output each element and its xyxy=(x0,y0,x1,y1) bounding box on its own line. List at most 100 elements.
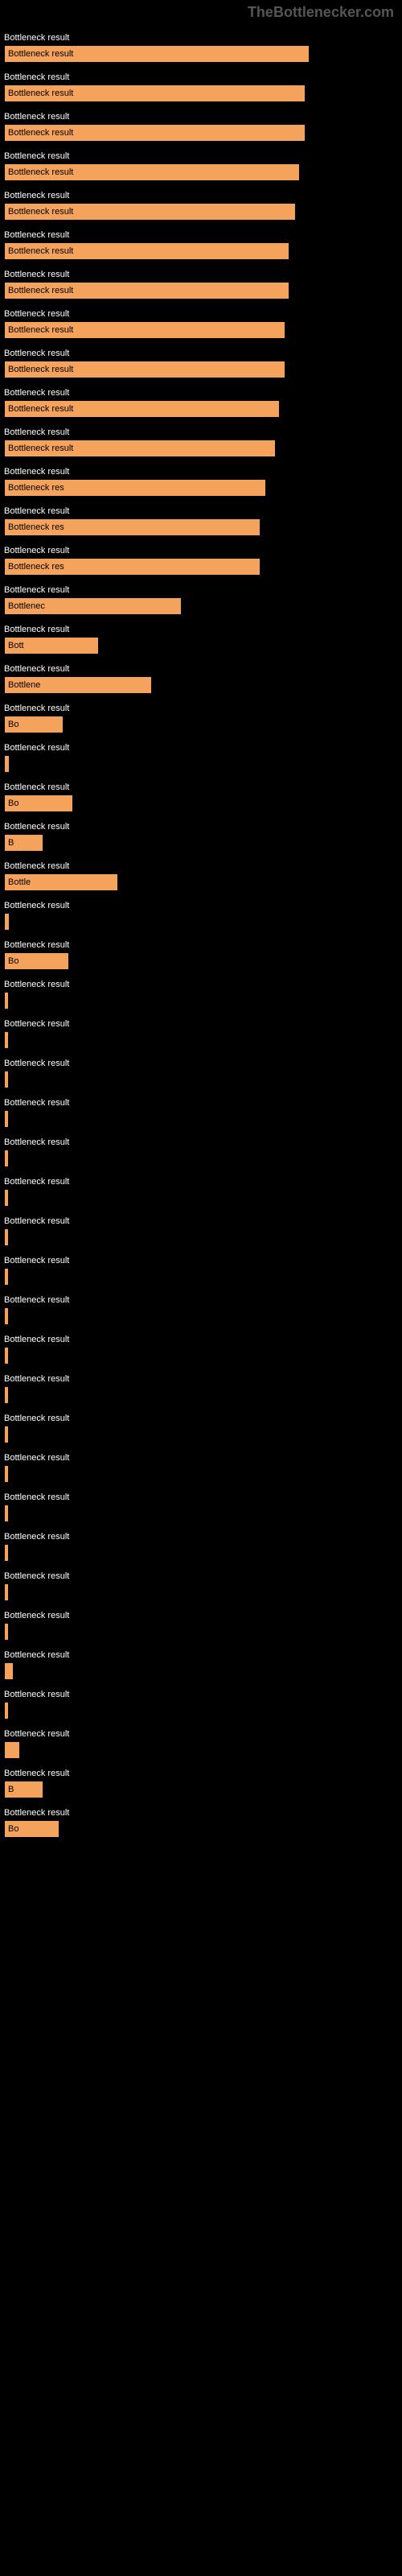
chart-bar: Bo xyxy=(4,1820,59,1838)
chart-row-label: Bottleneck result xyxy=(4,349,398,358)
bottleneck-chart: Bottleneck resultBottleneck resultBottle… xyxy=(0,25,402,1856)
chart-row: Bottleneck result xyxy=(4,1611,398,1641)
chart-bar xyxy=(4,992,9,1009)
chart-bar: Bottleneck res xyxy=(4,479,266,497)
chart-row: Bottleneck result xyxy=(4,980,398,1009)
chart-bar xyxy=(4,1505,9,1522)
chart-row-label: Bottleneck result xyxy=(4,1769,398,1778)
chart-row: Bottleneck result xyxy=(4,1177,398,1207)
chart-row-label: Bottleneck result xyxy=(4,1453,398,1463)
chart-bar xyxy=(4,1702,9,1719)
chart-bar: Bottleneck result xyxy=(4,321,285,339)
chart-bar: Bottleneck result xyxy=(4,124,306,142)
chart-row: Bottleneck result Bo xyxy=(4,940,398,970)
chart-bar: Bott xyxy=(4,637,99,654)
chart-row: Bottleneck result xyxy=(4,1059,398,1088)
chart-bar: B xyxy=(4,1781,43,1798)
chart-bar xyxy=(4,1741,20,1759)
chart-row: Bottleneck result xyxy=(4,1256,398,1286)
chart-bar xyxy=(4,1426,9,1443)
chart-row-label: Bottleneck result xyxy=(4,191,398,200)
chart-bar: Bottleneck result xyxy=(4,203,296,221)
chart-row: Bottleneck result Bottleneck result xyxy=(4,349,398,378)
chart-row: Bottleneck result xyxy=(4,1019,398,1049)
chart-row: Bottleneck result xyxy=(4,1137,398,1167)
chart-row: Bottleneck resultBottleneck result xyxy=(4,230,398,260)
chart-row: Bottleneck resultBo xyxy=(4,704,398,733)
chart-row-label: Bottleneck result xyxy=(4,980,398,989)
chart-row-label: Bottleneck result xyxy=(4,1098,398,1108)
chart-row: Bottleneck result Bo xyxy=(4,1808,398,1838)
chart-row: Bottleneck result xyxy=(4,1453,398,1483)
watermark-text: TheBottlenecker.com xyxy=(0,0,402,25)
chart-row-label: Bottleneck result xyxy=(4,270,398,279)
chart-row-label: Bottleneck result xyxy=(4,822,398,832)
chart-row-label: Bottleneck result xyxy=(4,1019,398,1029)
chart-row: Bottleneck result Bottleneck result xyxy=(4,191,398,221)
chart-row-label: Bottleneck result xyxy=(4,1256,398,1265)
chart-row-label: Bottleneck result xyxy=(4,506,398,516)
chart-row: Bottleneck result Bott xyxy=(4,625,398,654)
chart-row: Bottleneck result xyxy=(4,1295,398,1325)
chart-row: Bottleneck resultBottlenec xyxy=(4,585,398,615)
chart-row: Bottleneck result xyxy=(4,901,398,931)
chart-row-label: Bottleneck result xyxy=(4,72,398,82)
chart-row: Bottleneck result Bottleneck result xyxy=(4,72,398,102)
chart-row-label: Bottleneck result xyxy=(4,782,398,792)
chart-row-label: Bottleneck result xyxy=(4,230,398,240)
chart-row: Bottleneck result xyxy=(4,1729,398,1759)
chart-row-label: Bottleneck result xyxy=(4,1374,398,1384)
chart-bar xyxy=(4,1662,14,1680)
chart-bar xyxy=(4,1110,9,1128)
chart-row: Bottleneck result xyxy=(4,1492,398,1522)
chart-bar: Bottleneck result xyxy=(4,440,276,457)
chart-row: Bottleneck result Bottleneck res xyxy=(4,467,398,497)
chart-row-label: Bottleneck result xyxy=(4,861,398,871)
chart-row: Bottleneck result xyxy=(4,1098,398,1128)
chart-row-label: Bottleneck result xyxy=(4,467,398,477)
chart-bar: B xyxy=(4,834,43,852)
chart-row-label: Bottleneck result xyxy=(4,388,398,398)
chart-row: Bottleneck result xyxy=(4,1571,398,1601)
chart-row-label: Bottleneck result xyxy=(4,1295,398,1305)
chart-row-label: Bottleneck result xyxy=(4,1216,398,1226)
chart-row: Bottleneck result xyxy=(4,1414,398,1443)
chart-row-label: Bottleneck result xyxy=(4,112,398,122)
chart-row: Bottleneck resultBottleneck result xyxy=(4,427,398,457)
chart-bar: Bo xyxy=(4,952,69,970)
chart-row: Bottleneck result xyxy=(4,743,398,773)
chart-row-label: Bottleneck result xyxy=(4,1611,398,1620)
chart-row: Bottleneck resultBottleneck result xyxy=(4,270,398,299)
chart-row: Bottleneck resultBottleneck result xyxy=(4,388,398,418)
chart-row-label: Bottleneck result xyxy=(4,1335,398,1344)
chart-row: Bottleneck result xyxy=(4,1532,398,1562)
chart-bar xyxy=(4,1031,9,1049)
chart-row-label: Bottleneck result xyxy=(4,1532,398,1542)
chart-bar: Bo xyxy=(4,795,73,812)
chart-row-label: Bottleneck result xyxy=(4,1808,398,1818)
chart-row-label: Bottleneck result xyxy=(4,940,398,950)
chart-row: Bottleneck result B xyxy=(4,822,398,852)
chart-row-label: Bottleneck result xyxy=(4,625,398,634)
chart-row: Bottleneck result xyxy=(4,1690,398,1719)
chart-bar: Bottlene xyxy=(4,676,152,694)
chart-row: Bottleneck result Bottle xyxy=(4,861,398,891)
chart-bar xyxy=(4,1150,9,1167)
chart-row-label: Bottleneck result xyxy=(4,901,398,910)
chart-bar xyxy=(4,1347,9,1364)
chart-row: Bottleneck resultBottleneck res xyxy=(4,506,398,536)
chart-bar xyxy=(4,1623,9,1641)
chart-bar: Bottleneck result xyxy=(4,85,306,102)
chart-bar xyxy=(4,1583,9,1601)
chart-row: Bottleneck resultBottleneck res xyxy=(4,546,398,576)
chart-bar: Bottleneck result xyxy=(4,361,285,378)
chart-row-label: Bottleneck result xyxy=(4,1571,398,1581)
chart-bar: Bottle xyxy=(4,873,118,891)
chart-row: Bottleneck result Bottleneck result xyxy=(4,112,398,142)
chart-row-label: Bottleneck result xyxy=(4,1729,398,1739)
chart-row: Bottleneck resultBottleneck result xyxy=(4,33,398,63)
chart-bar xyxy=(4,1465,9,1483)
chart-row-label: Bottleneck result xyxy=(4,704,398,713)
chart-row: Bottleneck resultBottleneck result xyxy=(4,151,398,181)
chart-row-label: Bottleneck result xyxy=(4,33,398,43)
